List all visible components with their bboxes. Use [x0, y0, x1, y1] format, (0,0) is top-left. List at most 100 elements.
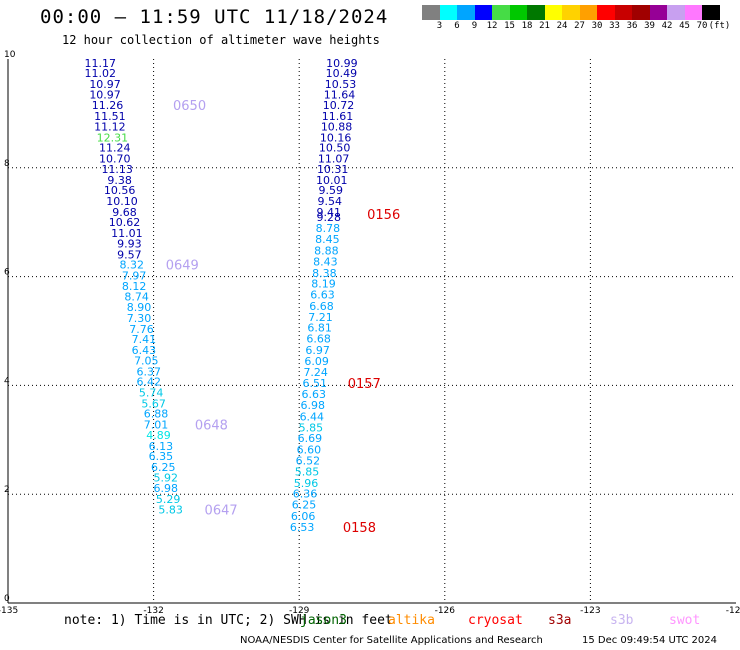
wave-height-value: 10.01 — [316, 174, 348, 187]
color-swatch — [439, 5, 457, 20]
wave-height-value: 5.74 — [139, 386, 164, 399]
color-scale-label: 21 — [539, 21, 550, 31]
wave-height-value: 11.51 — [94, 110, 126, 123]
wave-height-value: 10.99 — [326, 57, 358, 70]
wave-height-value: 5.92 — [153, 471, 178, 484]
wave-height-value: 11.26 — [92, 99, 124, 112]
color-scale-label: 70 — [696, 21, 708, 31]
wave-height-value: 6.98 — [301, 399, 326, 412]
color-swatch — [492, 5, 510, 20]
wave-height-value: 12.31 — [97, 131, 129, 144]
page-subtitle: 12 hour collection of altimeter wave hei… — [62, 33, 380, 47]
wave-height-value: 6.81 — [307, 322, 332, 335]
x-tick-label: -135 — [0, 606, 18, 616]
wave-height-value: 6.53 — [290, 521, 315, 534]
wave-height-value: 10.10 — [106, 195, 138, 208]
wave-height-value: 5.83 — [158, 503, 183, 516]
wave-height-value: 6.35 — [149, 450, 174, 463]
wave-height-value: 6.68 — [306, 333, 331, 346]
wave-height-value: 6.43 — [132, 344, 157, 357]
color-scale-bar — [422, 5, 720, 20]
color-scale-label: 30 — [591, 21, 603, 31]
color-swatch — [474, 5, 492, 20]
satellite-legend-s3b: s3b — [610, 613, 634, 628]
wave-height-value: 6.98 — [153, 482, 178, 495]
color-swatch — [684, 5, 702, 20]
wave-height-value: 5.96 — [294, 477, 319, 490]
color-swatch — [422, 5, 440, 20]
color-swatch — [702, 5, 720, 20]
wave-height-value: 6.36 — [293, 488, 318, 501]
wave-height-value: 6.60 — [297, 444, 322, 457]
wave-height-value: 8.78 — [316, 222, 341, 235]
wave-height-value: 8.32 — [120, 259, 145, 272]
wave-height-value: 11.01 — [111, 227, 143, 240]
footer-note: note: 1) Time is in UTC; 2) SWH is in fe… — [64, 613, 393, 628]
wave-height-value: 10.97 — [89, 78, 121, 91]
wave-height-value: 6.52 — [296, 454, 321, 467]
satellite-legend-jason3: jason3 — [300, 613, 347, 628]
color-scale-label: 45 — [679, 21, 690, 31]
color-swatch — [649, 5, 667, 20]
wave-height-value: 6.09 — [304, 355, 329, 368]
wave-height-value: 10.49 — [326, 67, 358, 80]
wave-height-value: 8.12 — [122, 280, 147, 293]
color-swatch — [544, 5, 562, 20]
color-scale-label: 24 — [556, 21, 568, 31]
wave-height-value: 6.68 — [309, 300, 334, 313]
color-swatch — [667, 5, 685, 20]
wave-height-value: 11.24 — [99, 142, 131, 155]
wave-height-value: 5.85 — [295, 465, 320, 478]
wave-height-value: 6.44 — [300, 410, 325, 423]
color-swatch — [614, 5, 632, 20]
color-scale-label: 6 — [454, 21, 460, 31]
wave-height-value: 7.30 — [127, 312, 152, 325]
pass-time-label: 0648 — [195, 419, 228, 434]
wave-height-value: 7.97 — [122, 270, 147, 283]
wave-height-value: 6.63 — [302, 388, 327, 401]
pass-time-label: 0157 — [348, 377, 381, 392]
wave-height-value: 8.19 — [311, 278, 336, 291]
wave-height-value: 6.42 — [136, 376, 161, 389]
wave-height-value: 7.01 — [144, 419, 169, 432]
credit-line: NOAA/NESDIS Center for Satellite Applica… — [240, 635, 543, 646]
color-scale-unit: (ft) — [708, 21, 731, 31]
wave-height-value: 8.88 — [314, 244, 339, 257]
wave-height-value: 6.63 — [310, 289, 335, 302]
wave-height-value: 7.76 — [129, 323, 154, 336]
wave-height-value: 9.41 — [317, 206, 342, 219]
generated-timestamp: 15 Dec 09:49:54 UTC 2024 — [582, 635, 717, 646]
wave-height-value: 8.90 — [127, 301, 152, 314]
wave-height-value: 11.13 — [101, 163, 133, 176]
color-scale-label: 9 — [471, 21, 478, 31]
wave-height-value: 6.88 — [144, 408, 169, 421]
color-scale-label: 33 — [609, 21, 620, 31]
wave-height-value: 6.25 — [151, 461, 176, 474]
x-tick-label: -123 — [580, 606, 600, 616]
pass-time-label: 0650 — [173, 99, 206, 114]
color-scale-label: 12 — [486, 21, 498, 31]
wave-height-value: 10.70 — [99, 153, 131, 166]
wave-height-value: 9.28 — [317, 211, 342, 224]
x-tick-label: -129 — [289, 606, 310, 616]
pass-time-label: 0156 — [367, 208, 400, 223]
y-tick-label: 2 — [4, 485, 10, 495]
satellite-legend-swot: swot — [669, 613, 701, 628]
wave-height-value: 7.21 — [308, 311, 333, 324]
wave-height-value: 10.53 — [325, 78, 357, 91]
wave-height-value: 8.45 — [315, 233, 340, 246]
satellite-legend-cryosat: cryosat — [468, 613, 523, 628]
color-scale-label: 27 — [574, 21, 585, 31]
wave-height-value: 5.85 — [299, 421, 324, 434]
x-tick-label: -126 — [435, 606, 456, 616]
wave-height-value: 9.57 — [117, 248, 142, 261]
satellite-legend-altika: altika — [388, 613, 435, 628]
wave-height-value: 4.89 — [146, 429, 171, 442]
wave-height-value: 6.25 — [292, 499, 317, 512]
wave-height-value: 9.38 — [107, 174, 132, 187]
color-swatch — [509, 5, 527, 20]
wave-height-value: 10.62 — [109, 216, 141, 229]
color-scale-label: 36 — [626, 21, 638, 31]
color-swatch — [457, 5, 475, 20]
wave-height-value: 6.97 — [305, 344, 330, 357]
